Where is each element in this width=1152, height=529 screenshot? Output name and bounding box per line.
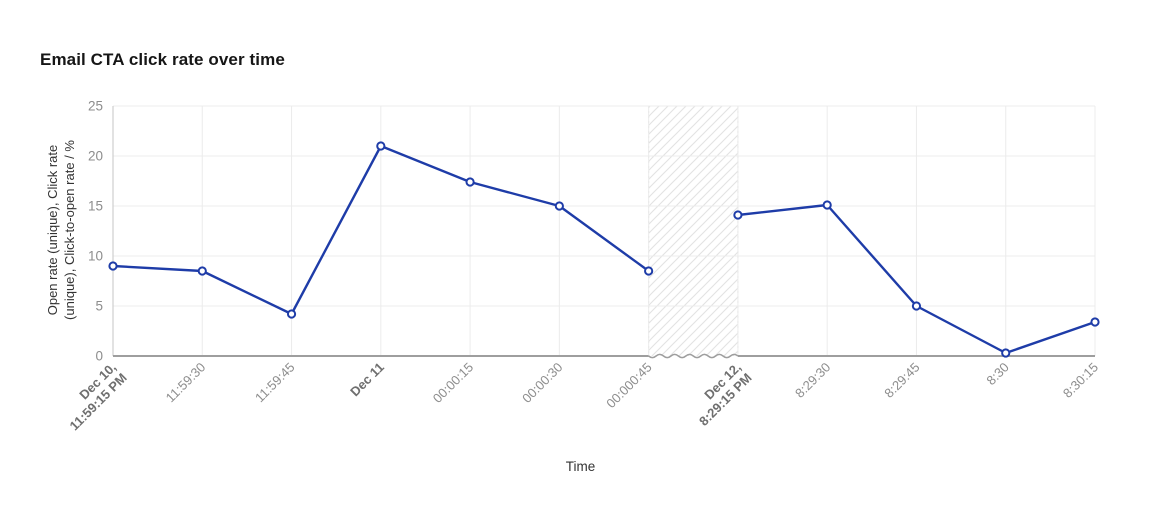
y-tick-label: 15 [88, 199, 103, 214]
x-tick-label-line: 8:30:15 [1060, 360, 1101, 401]
x-tick-label-line: 8:29:45 [881, 360, 922, 401]
data-point-marker [108, 261, 118, 271]
x-tick-label: Dec 10,11:59:15 PM [66, 360, 129, 434]
x-tick-label-line: 8:30 [983, 360, 1012, 389]
x-tick-label-line: 00:000:45 [603, 360, 655, 412]
plot-svg: 0 5 10 15 20 25 Dec 10,11:59:15 PM 11:59:30 11:5… [66, 99, 1101, 434]
data-point-marker [376, 141, 386, 151]
y-tick-label: 20 [88, 149, 103, 164]
x-tick-label-line: 00:00:30 [519, 360, 565, 406]
x-tick-label: 8:30:15 [1060, 360, 1101, 401]
x-tick-label: 8:29:30 [792, 360, 833, 401]
y-tick-label: 25 [88, 99, 103, 114]
x-tick-label-line: 00:00:15 [430, 360, 476, 406]
x-tick-label: 8:29:45 [881, 360, 922, 401]
x-tick-label: 11:59:45 [252, 360, 298, 406]
x-tick-label-line: 11:59:30 [163, 360, 209, 406]
y-tick-label: 10 [88, 249, 103, 264]
data-point-marker [1090, 317, 1100, 327]
data-point-marker [286, 309, 297, 319]
data-point-marker [197, 266, 207, 276]
time-break-region [648, 106, 738, 356]
x-tick-label: 11:59:30 [163, 360, 209, 406]
data-point-marker [465, 177, 475, 187]
data-point-marker [911, 301, 922, 311]
x-axis-title: Time [565, 459, 596, 474]
x-tick-label: 00:000:45 [603, 360, 655, 412]
x-tick-label-line: 8:29:30 [792, 360, 833, 401]
x-tick-label: Dec 11 [347, 360, 387, 400]
x-tick-label: 00:00:30 [519, 360, 565, 406]
data-point-marker [733, 210, 743, 220]
x-tick-label-line: 11:59:45 [252, 360, 298, 406]
data-point-marker [822, 200, 832, 210]
x-tick-labels: Dec 10,11:59:15 PM 11:59:30 11:59:45 Dec 11… [66, 360, 1101, 434]
y-tick-label: 0 [95, 349, 103, 364]
series-markers [108, 141, 1100, 358]
gridlines [113, 105, 1096, 356]
x-axis-wavy-break [648, 353, 739, 359]
x-tick-label-line: Dec 11 [347, 360, 387, 400]
x-tick-label: 8:30 [983, 360, 1012, 389]
y-tick-label: 5 [95, 299, 103, 314]
data-point-marker [554, 201, 564, 211]
data-point-marker [644, 266, 654, 276]
chart-title: Email CTA click rate over time [40, 50, 285, 69]
series-line [112, 144, 1096, 355]
x-tick-label: Dec 12,8:29:15 PM [696, 360, 755, 429]
x-tick-label: 00:00:15 [430, 360, 476, 406]
data-point-marker [1001, 348, 1011, 358]
y-tick-labels: 0 5 10 15 20 25 [88, 99, 103, 364]
